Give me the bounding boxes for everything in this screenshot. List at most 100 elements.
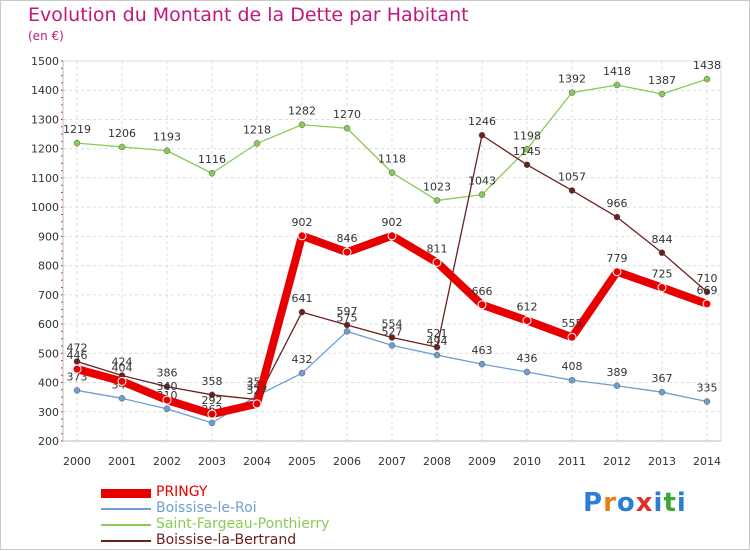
y-tick-label: 500: [38, 347, 59, 360]
data-point: [162, 395, 172, 405]
data-label: 555: [562, 317, 583, 330]
data-point: [612, 267, 622, 277]
data-point: [522, 316, 532, 326]
y-tick-label: 700: [38, 289, 59, 302]
data-point: [118, 395, 126, 402]
x-tick-label: 2004: [243, 455, 271, 468]
data-point: [118, 143, 126, 151]
data-label: 1438: [693, 59, 721, 72]
data-point: [478, 131, 486, 139]
data-label: 612: [517, 301, 538, 314]
data-label: 389: [607, 366, 628, 379]
legend-label: Boissise-le-Roi: [156, 500, 257, 516]
brand-letter: i: [676, 488, 687, 518]
data-label: 446: [67, 349, 88, 362]
data-point: [343, 321, 351, 329]
x-tick-label: 2001: [108, 455, 136, 468]
x-tick-label: 2005: [288, 455, 316, 468]
data-point: [252, 399, 262, 409]
data-point: [567, 332, 577, 342]
data-label: 1246: [468, 115, 496, 128]
data-label: 902: [382, 216, 403, 229]
legend-swatch: [101, 488, 151, 498]
x-tick-label: 2014: [693, 455, 721, 468]
data-point: [163, 405, 171, 413]
data-label: 597: [337, 305, 358, 318]
data-label: 1198: [513, 129, 541, 142]
data-label: 292: [202, 394, 223, 407]
data-point: [568, 376, 576, 384]
y-tick-label: 1500: [31, 55, 59, 68]
data-label: 710: [697, 272, 718, 285]
data-point: [163, 383, 171, 390]
x-tick-label: 2007: [378, 455, 406, 468]
data-label: 1219: [63, 123, 91, 136]
data-point: [117, 376, 127, 386]
data-label: 902: [292, 216, 313, 229]
legend-label: Boissise-la-Bertrand: [156, 532, 297, 548]
data-point: [73, 139, 81, 147]
data-point: [433, 343, 441, 351]
y-tick-label: 1100: [31, 172, 59, 185]
y-tick-label: 300: [38, 406, 59, 419]
data-label: 432: [292, 353, 313, 366]
data-point: [388, 334, 396, 341]
data-point: [703, 75, 711, 83]
y-tick-label: 800: [38, 260, 59, 273]
data-label: 966: [607, 197, 628, 210]
y-tick-label: 200: [38, 435, 59, 448]
data-label: 386: [157, 367, 178, 380]
data-label: 335: [697, 382, 718, 395]
data-point: [207, 409, 217, 419]
y-tick-label: 900: [38, 230, 59, 243]
data-point: [163, 147, 171, 154]
data-label: 494: [427, 335, 448, 348]
data-point: [208, 169, 216, 177]
data-point: [433, 197, 441, 204]
data-point: [208, 419, 216, 427]
data-point: [523, 146, 531, 153]
data-point: [208, 391, 216, 399]
y-tick-label: 400: [38, 377, 59, 390]
data-label: 463: [472, 344, 493, 357]
brand-letter: P: [583, 488, 604, 518]
legend-swatch: [101, 508, 151, 510]
data-label: 1387: [648, 74, 676, 87]
data-point: [568, 89, 576, 96]
x-tick-label: 2013: [648, 455, 676, 468]
data-point: [523, 368, 531, 376]
x-tick-label: 2000: [63, 455, 91, 468]
data-point: [298, 308, 306, 316]
legend-label: Saint-Fargeau-Ponthierry: [156, 516, 330, 532]
data-point: [613, 213, 621, 221]
data-label: 779: [607, 252, 628, 265]
data-point: [387, 231, 397, 241]
data-label: 1193: [153, 131, 181, 144]
data-point: [388, 342, 396, 349]
data-label: 1057: [558, 170, 586, 183]
data-point: [478, 360, 486, 368]
data-point: [342, 247, 352, 257]
data-label: 1043: [468, 175, 496, 188]
data-label: 846: [337, 232, 358, 245]
data-label: 554: [382, 318, 403, 331]
y-tick-label: 1200: [31, 143, 59, 156]
legend-swatch: [101, 524, 151, 526]
data-label: 725: [652, 268, 673, 281]
x-tick-label: 2012: [603, 455, 631, 468]
data-label: 340: [157, 380, 178, 393]
data-label: 1418: [603, 65, 631, 78]
data-point: [343, 124, 351, 132]
data-point: [73, 387, 81, 394]
data-label: 811: [427, 242, 448, 255]
data-label: 521: [427, 327, 448, 340]
x-tick-label: 2002: [153, 455, 181, 468]
data-label: 844: [652, 233, 673, 246]
data-point: [73, 358, 81, 365]
data-point: [703, 288, 711, 296]
data-label: 436: [517, 352, 538, 365]
data-label: 527: [382, 325, 403, 338]
data-point: [658, 249, 666, 257]
data-label: 1118: [378, 153, 406, 166]
data-label: 1116: [198, 153, 226, 166]
